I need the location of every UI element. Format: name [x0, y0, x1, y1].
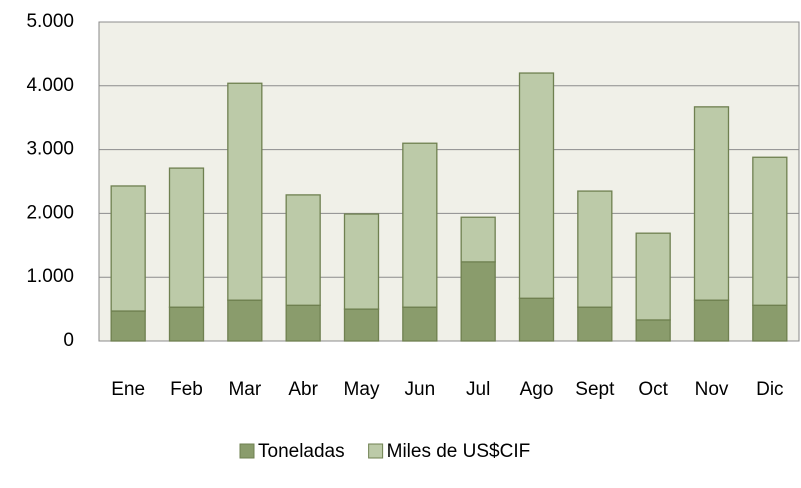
x-tick-label: Sept: [575, 379, 615, 400]
y-tick-label: 1.000: [26, 266, 74, 287]
y-tick-label: 3.000: [26, 139, 74, 160]
y-tick-label: 5.000: [26, 11, 74, 32]
plot-area: [98, 21, 800, 342]
bar-segment: [110, 310, 146, 342]
x-tick-label: Ene: [111, 379, 145, 400]
legend-swatch: [368, 443, 384, 459]
bar-segment: [635, 232, 671, 321]
bar-segment: [752, 156, 788, 306]
y-tick-label: 2.000: [26, 202, 74, 223]
x-tick-label: Abr: [288, 379, 318, 400]
legend-swatch: [239, 443, 255, 459]
bar-segment: [577, 306, 613, 342]
bar-segment: [518, 297, 555, 342]
x-tick-label: Nov: [695, 379, 729, 400]
bar-segment: [635, 319, 671, 342]
bar-segment: [460, 216, 496, 263]
bar-segment: [285, 194, 321, 306]
x-tick-label: Jun: [405, 379, 436, 400]
x-tick-label: Dic: [756, 379, 783, 400]
bar-segment: [577, 190, 613, 308]
bar-segment: [402, 142, 438, 308]
x-tick-label: Feb: [170, 379, 203, 400]
legend-label: Toneladas: [258, 441, 345, 462]
bar-segment: [693, 299, 730, 342]
x-tick-label: Jul: [466, 379, 490, 400]
bar-segment: [693, 106, 730, 301]
legend-label: Miles de US$CIF: [387, 441, 531, 462]
bar-segment: [285, 304, 321, 342]
bar-segment: [518, 72, 555, 299]
bar-segment: [752, 304, 788, 342]
bar-segment: [227, 299, 263, 342]
bar-segment: [168, 306, 205, 342]
bar-segment: [402, 306, 438, 342]
x-tick-label: May: [344, 379, 380, 400]
bar-segment: [227, 82, 263, 301]
bar-segment: [343, 213, 380, 310]
bar-segment: [343, 308, 380, 342]
y-tick-label: 4.000: [26, 75, 74, 96]
bar-segment: [110, 185, 146, 312]
bar-segment: [168, 167, 205, 308]
y-tick-label: 0: [63, 330, 74, 351]
x-tick-label: Mar: [228, 379, 261, 400]
x-tick-label: Ago: [520, 379, 554, 400]
bar-segment: [460, 261, 496, 342]
x-tick-label: Oct: [638, 379, 668, 400]
